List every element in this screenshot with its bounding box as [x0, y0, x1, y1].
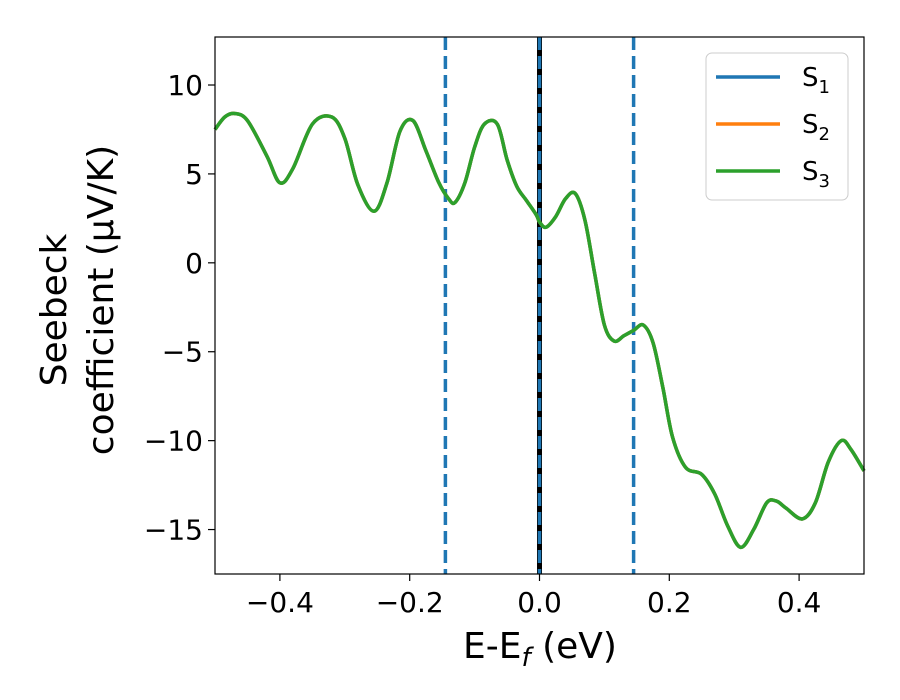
legend-entry-s2: S2 — [716, 110, 830, 145]
legend-label-s2: S2 — [802, 110, 830, 145]
x-axis-label-unit: (eV) — [531, 626, 617, 667]
y-tick-label: −15 — [144, 514, 203, 547]
legend-label-s3: S3 — [802, 157, 830, 192]
legend: S1 S2 S3 — [705, 52, 849, 201]
x-tick-label: 0.4 — [777, 586, 822, 619]
x-axis-ticks: −0.4 −0.2 0.0 0.2 0.4 — [246, 574, 821, 619]
x-axis-label-main: E-E — [463, 626, 521, 667]
x-tick-label: −0.2 — [376, 586, 444, 619]
legend-entry-s1: S1 — [716, 63, 830, 98]
y-tick-label: 0 — [185, 247, 203, 280]
y-axis-label-line2: coefficient (μV/K) — [81, 145, 122, 455]
y-tick-label: 5 — [185, 158, 203, 191]
y-axis-label: Seebeck coefficient (μV/K) — [34, 145, 122, 455]
x-tick-label: −0.4 — [246, 586, 314, 619]
y-tick-label: −10 — [144, 425, 203, 458]
y-tick-label: −5 — [162, 336, 203, 369]
legend-label-s1: S1 — [802, 63, 830, 98]
x-tick-label: 0.0 — [517, 586, 562, 619]
y-tick-label: 10 — [167, 69, 203, 102]
x-axis-label: E-Ef (eV) — [463, 626, 617, 673]
reference-lines — [443, 37, 636, 574]
legend-box — [705, 52, 849, 201]
x-tick-label: 0.2 — [647, 586, 692, 619]
series-lines — [213, 111, 866, 550]
y-axis-ticks: −15 −10 −5 0 5 10 — [144, 69, 215, 547]
y-axis-label-line1: Seebeck — [34, 233, 75, 386]
legend-entry-s3: S3 — [716, 157, 830, 192]
plot-area — [213, 36, 866, 575]
series-line-s3 — [213, 111, 866, 550]
